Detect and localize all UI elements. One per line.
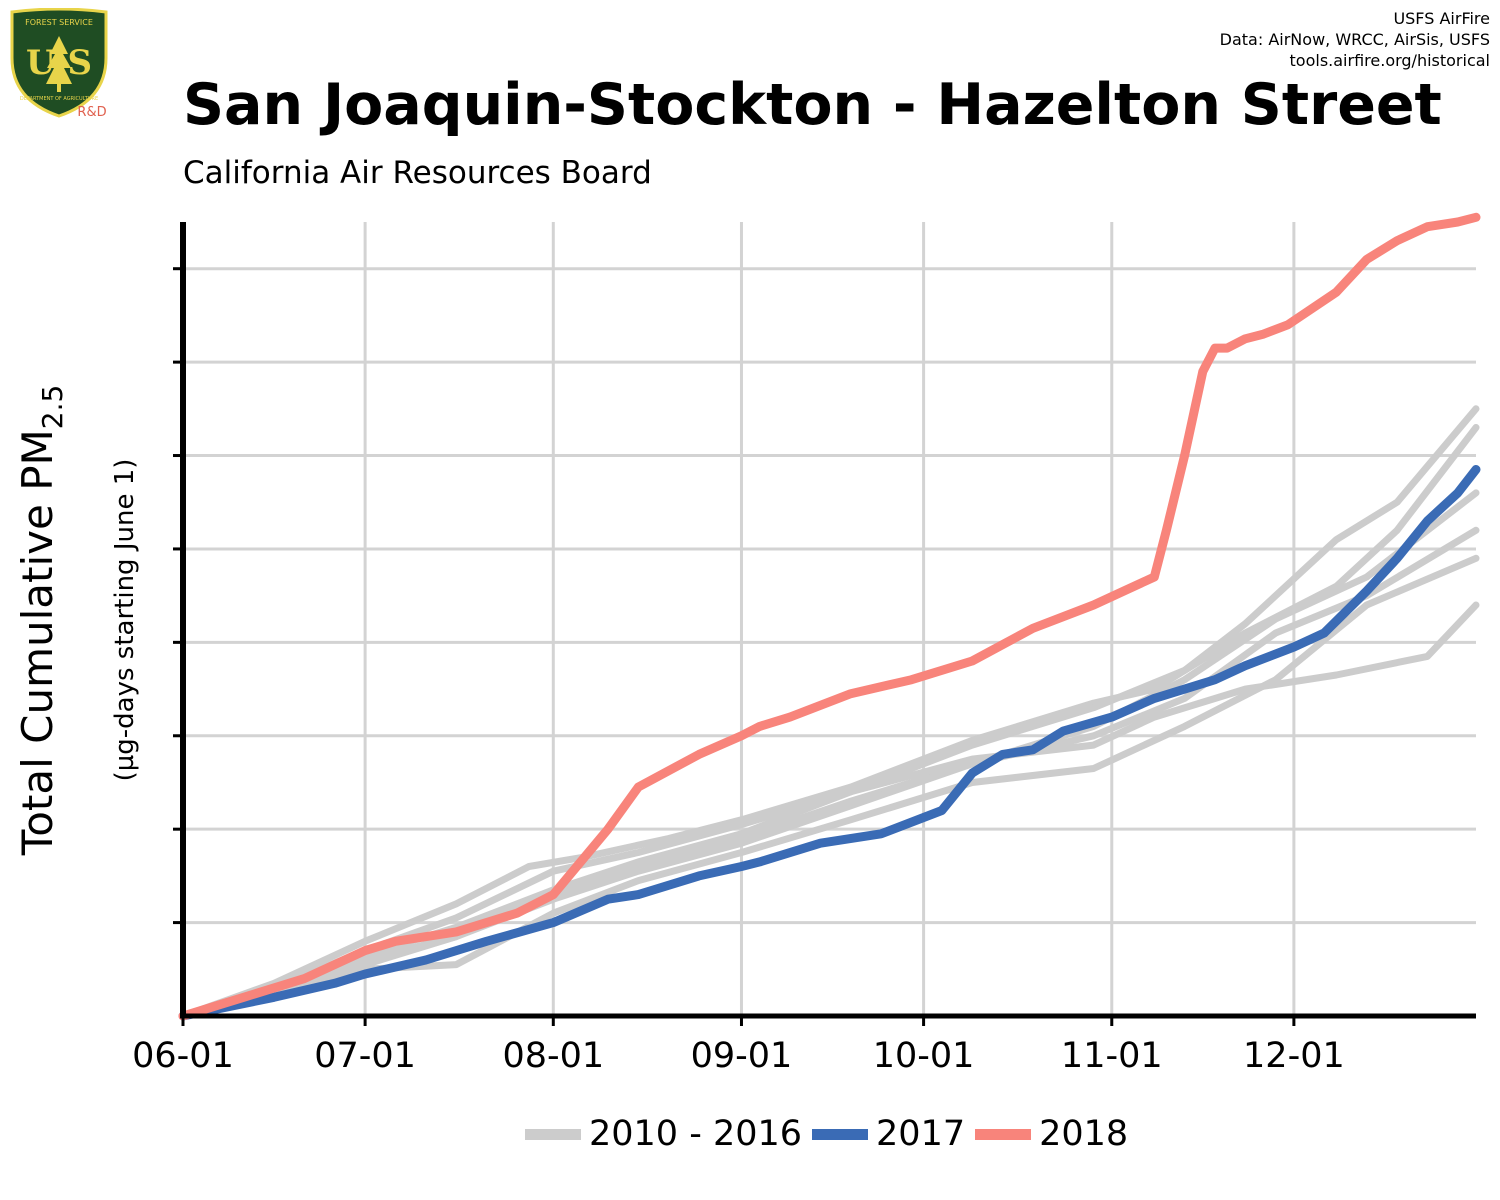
legend-item: 2010 - 2016 [525,1114,802,1154]
legend-label: 2010 - 2016 [589,1114,803,1154]
usfs-shield-logo: FOREST SERVICE U S DEPARTMENT OF AGRICUL… [10,8,108,120]
series-line-background [179,526,1480,1020]
credits: USFS AirFire Data: AirNow, WRCC, AirSis,… [1220,8,1490,71]
legend-label: 2017 [876,1114,966,1154]
label-layer: Total Cumulative PM2.5 (µg-days starting… [13,385,140,857]
logo-bottom-text: DEPARTMENT OF AGRICULTURE [20,96,98,102]
axis-layer: 06-01 07-01 08-01 09-01 10-01 11-01 12-01 [132,222,1476,1076]
legend: 2010 - 2016 2017 2018 [525,1114,1138,1154]
chart-subtitle: California Air Resources Board [183,155,652,191]
tree-icon [46,36,72,92]
logo-badge: R&D [77,105,106,120]
credit-line: USFS AirFire [1393,9,1490,28]
series-line-background [179,489,1480,1020]
series-layer [178,212,1481,1021]
legend-label: 2018 [1039,1114,1129,1154]
series-line-background [179,405,1480,1020]
credit-line: Data: AirNow, WRCC, AirSis, USFS [1219,30,1490,49]
y-axis-label: Total Cumulative PM2.5 [13,385,69,857]
legend-swatch-background [525,1128,581,1140]
x-tick-label: 10-01 [873,1036,975,1076]
series-line-background [179,424,1480,1020]
x-tick-label: 12-01 [1243,1036,1345,1076]
x-tick-label: 09-01 [691,1036,793,1076]
x-tick-label: 07-01 [314,1036,416,1076]
series-line-y2018 [178,212,1481,1021]
legend-swatch-2017 [812,1128,869,1140]
x-tick-label: 06-01 [132,1036,234,1076]
x-tick-label: 11-01 [1061,1036,1163,1076]
chart-title: San Joaquin-Stockton - Hazelton Street [183,72,1442,138]
logo-top-text: FOREST SERVICE [25,18,93,27]
x-tick-label: 08-01 [502,1036,604,1076]
y-axis-label-main: Total Cumulative PM [13,429,62,856]
series-line-y2017 [178,465,1481,1021]
y-axis-units: (µg-days starting June 1) [110,459,140,782]
y-axis-label-subscript: 2.5 [36,385,69,430]
legend-item: 2018 [975,1114,1128,1154]
legend-swatch-2018 [975,1128,1032,1140]
legend-item: 2017 [812,1114,965,1154]
credit-line: tools.airfire.org/historical [1289,51,1490,70]
